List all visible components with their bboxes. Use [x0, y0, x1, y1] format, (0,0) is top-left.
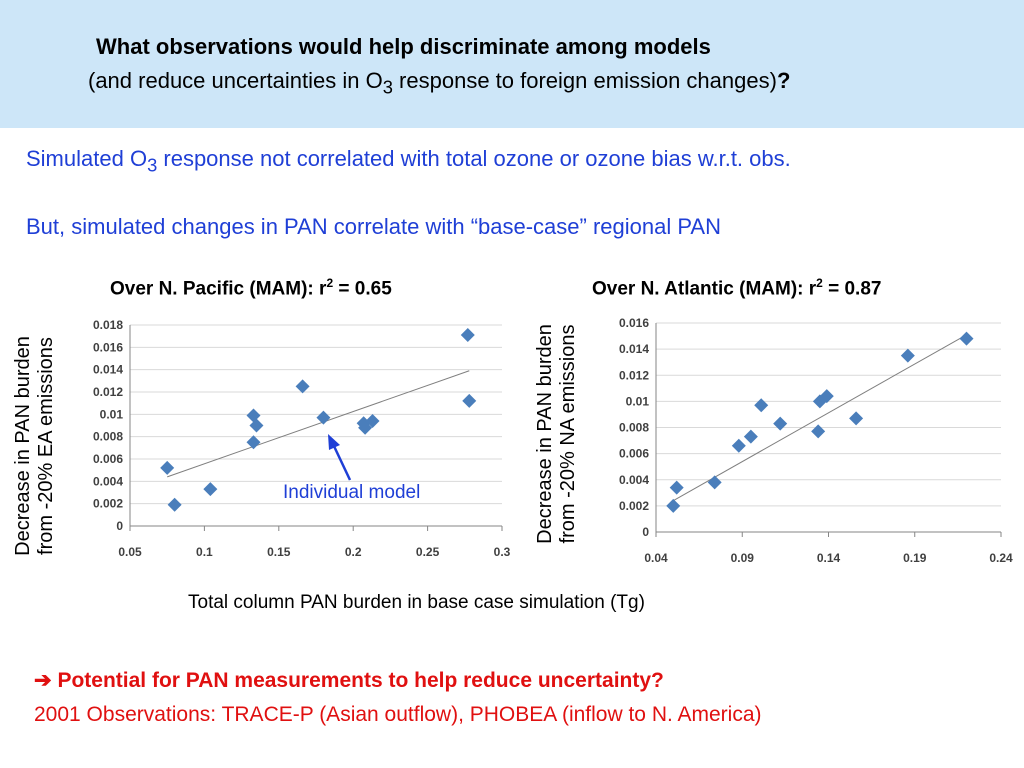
atlantic-data-point — [707, 475, 722, 490]
pacific-trendline — [167, 370, 470, 478]
atlantic-ytick-label: 0.004 — [619, 473, 649, 487]
atlantic-ytick-label: 0.002 — [619, 499, 649, 513]
atlantic-data-point — [819, 389, 834, 404]
annotation-arrow — [328, 434, 352, 481]
atlantic-trendline — [673, 334, 967, 502]
bullet-line-2: But, simulated changes in PAN correlate … — [26, 214, 721, 239]
title-banner — [0, 0, 1024, 128]
atlantic-xtick-label: 0.24 — [989, 551, 1013, 565]
atlantic-data-point — [900, 348, 915, 363]
chart-ylabel-pacific-line1: Decrease in PAN burden — [12, 336, 34, 556]
pacific-ytick-label: 0.002 — [93, 497, 123, 511]
page-subtitle: (and reduce uncertainties in O3 response… — [88, 68, 790, 98]
pacific-data-point — [316, 410, 331, 425]
atlantic-data-point — [811, 424, 826, 439]
atlantic-data-point — [849, 411, 864, 426]
arrow-icon: ➔ — [34, 669, 52, 692]
annotation-arrow-shaft — [331, 443, 352, 481]
pacific-data-point — [246, 408, 261, 423]
atlantic-data-point — [754, 398, 769, 413]
chart-ylabel-pacific-line2: from -20% EA emissions — [35, 337, 57, 555]
pacific-data-point — [295, 379, 310, 394]
pacific-data-point — [246, 435, 261, 450]
pacific-ytick-label: 0 — [116, 519, 123, 533]
bullet-line-1: Simulated O3 response not correlated wit… — [26, 146, 791, 176]
pacific-data-point — [365, 414, 380, 429]
atlantic-data-point — [959, 331, 974, 346]
atlantic-ytick-label: 0.014 — [619, 342, 649, 356]
pacific-ytick-label: 0.008 — [93, 430, 123, 444]
atlantic-xtick-label: 0.14 — [817, 551, 841, 565]
pacific-ytick-label: 0.014 — [93, 363, 123, 377]
subtitle-text-before: (and reduce uncertainties in O — [88, 68, 383, 93]
conclusion-observations: 2001 Observations: TRACE-P (Asian outflo… — [34, 703, 762, 726]
chart-ylabel-atlantic-line2: from -20% NA emissions — [557, 324, 579, 544]
atlantic-ytick-label: 0.008 — [619, 421, 649, 435]
pacific-xtick-label: 0.25 — [416, 545, 440, 559]
atlantic-xtick-label: 0.09 — [731, 551, 755, 565]
pacific-data-point — [167, 497, 182, 512]
pacific-xtick-label: 0.15 — [267, 545, 291, 559]
atlantic-ytick-label: 0.006 — [619, 447, 649, 461]
atlantic-data-point — [669, 480, 684, 495]
atlantic-ytick-label: 0 — [642, 525, 649, 539]
pacific-xtick-label: 0.1 — [196, 545, 213, 559]
pacific-ytick-label: 0.016 — [93, 340, 123, 354]
pacific-ytick-label: 0.004 — [93, 474, 123, 488]
pacific-data-point — [358, 420, 373, 435]
subtitle-question-mark: ? — [776, 68, 791, 93]
pacific-xtick-label: 0.3 — [494, 545, 511, 559]
pacific-data-point — [249, 418, 264, 433]
chart-atlantic-plot: 0 0.002 0.004 0.006 0.008 0.01 0.012 0.014 0.016… — [619, 316, 1013, 565]
pacific-ytick-label: 0.006 — [93, 452, 123, 466]
pacific-ytick-label: 0.012 — [93, 385, 123, 399]
chart-title-pacific-after: = 0.65 — [333, 278, 392, 300]
chart-title-atlantic-before: Over N. Atlantic (MAM): r — [592, 278, 817, 300]
bullet-1-subscript: 3 — [147, 154, 158, 176]
chart-title-pacific-before: Over N. Pacific (MAM): r — [110, 278, 327, 300]
shared-xlabel: Total column PAN burden in base case sim… — [188, 592, 645, 613]
chart-ylabel-atlantic-line1: Decrease in PAN burden — [534, 324, 556, 544]
chart-title-atlantic-after: = 0.87 — [822, 278, 882, 300]
chart-pacific-plot: 0 0.002 0.004 0.006 0.008 0.01 0.012 0.014 0.016… — [93, 318, 511, 559]
atlantic-ytick-label: 0.012 — [619, 368, 649, 382]
chart-title-pacific: Over N. Pacific (MAM): r2 = 0.65 — [110, 276, 392, 300]
bullet-1-before: Simulated O — [26, 146, 148, 171]
atlantic-data-point — [731, 438, 746, 453]
bullet-1-after: response not correlated with total ozone… — [157, 146, 791, 171]
atlantic-data-point — [773, 416, 788, 431]
annotation-individual-model: Individual model — [283, 482, 421, 503]
pacific-data-point — [160, 460, 175, 475]
pacific-data-point — [460, 328, 475, 343]
page-title: What observations would help discriminat… — [96, 34, 711, 59]
chart-title-pacific-sup: 2 — [326, 276, 334, 290]
subtitle-text-after: response to foreign emission changes) — [392, 68, 777, 93]
pacific-data-point — [462, 393, 477, 408]
subtitle-subscript: 3 — [382, 76, 393, 98]
atlantic-ytick-label: 0.016 — [619, 316, 649, 330]
atlantic-data-point — [666, 498, 681, 513]
conclusion-potential: ➔ Potential for PAN measurements to help… — [34, 668, 664, 693]
pacific-xtick-label: 0.05 — [118, 545, 142, 559]
chart-title-atlantic: Over N. Atlantic (MAM): r2 = 0.87 — [592, 276, 881, 300]
chart-ylabel-atlantic: Decrease in PAN burden from -20% NA emiss… — [534, 294, 582, 574]
atlantic-xtick-label: 0.04 — [644, 551, 668, 565]
pacific-ytick-label: 0.01 — [100, 407, 124, 421]
annotation-arrow-head — [328, 434, 340, 450]
pacific-ytick-label: 0.018 — [93, 318, 123, 332]
pacific-xtick-label: 0.2 — [345, 545, 362, 559]
conclusion-potential-text: Potential for PAN measurements to help r… — [51, 669, 664, 692]
atlantic-ytick-label: 0.01 — [626, 394, 650, 408]
chart-title-atlantic-sup: 2 — [816, 276, 823, 290]
atlantic-xtick-label: 0.19 — [903, 551, 927, 565]
atlantic-data-point — [743, 429, 758, 444]
chart-ylabel-pacific: Decrease in PAN burden from -20% EA emiss… — [12, 306, 60, 586]
pacific-data-point — [203, 482, 218, 497]
